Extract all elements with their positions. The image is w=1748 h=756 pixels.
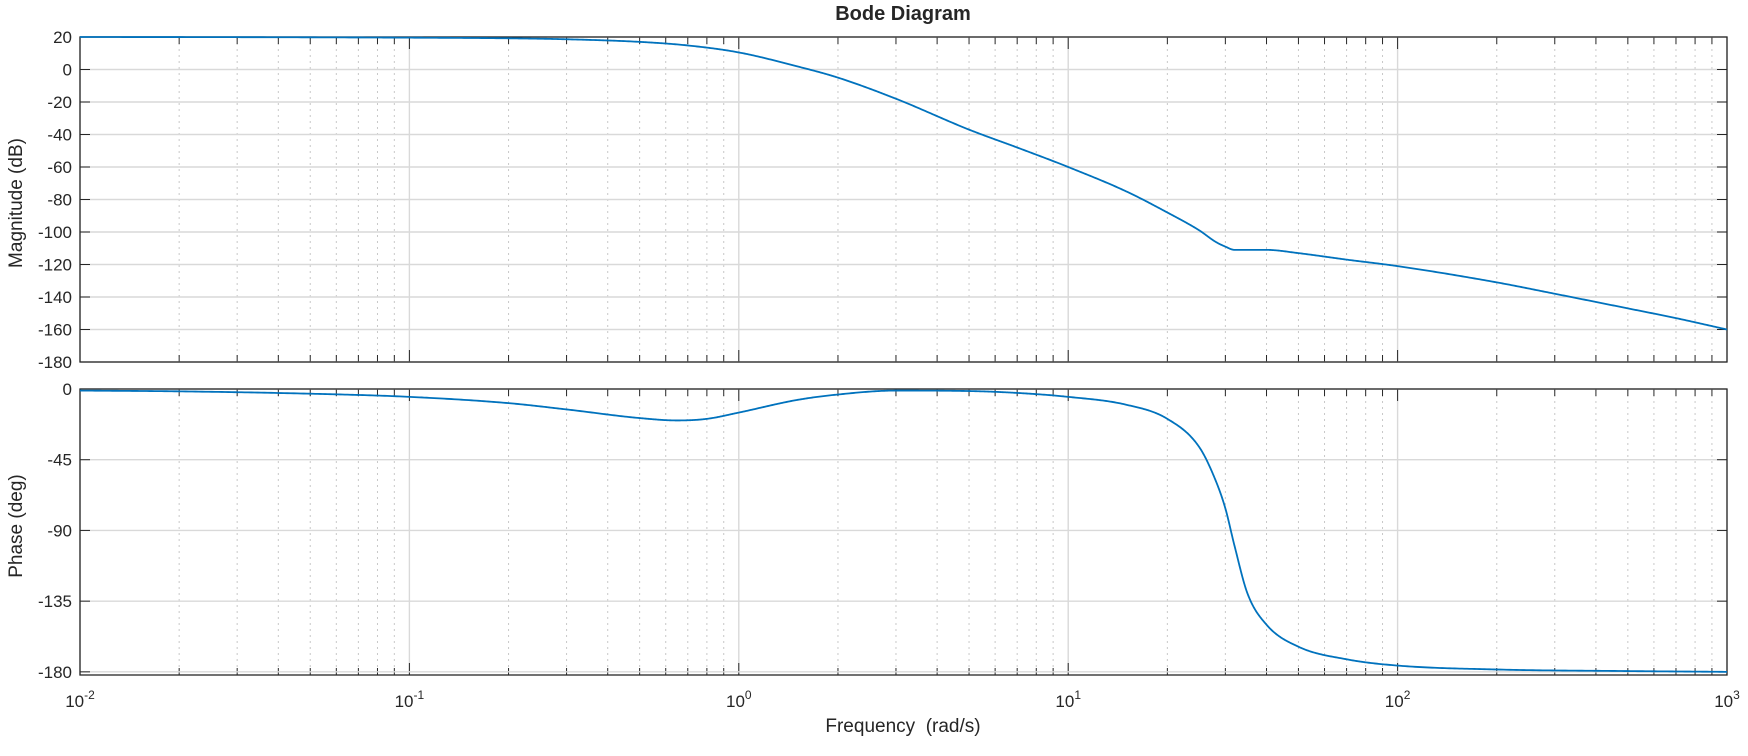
x-tick-label: 10-2 [65,688,95,711]
x-tick-label: 103 [1714,688,1740,711]
magnitude-tick-label: 20 [53,28,72,47]
phase-axes-box [79,388,1728,676]
x-tick-label: 101 [1055,688,1081,711]
magnitude-response-line [80,36,1728,331]
magnitude-tick-label: -160 [38,321,72,340]
magnitude-tick-label: -40 [47,126,72,145]
x-tick-label: 10-1 [395,688,425,711]
phase-tick-label: -180 [38,663,72,682]
x-tick-label: 100 [726,688,752,711]
magnitude-axis-label: Magnitude (dB) [6,138,27,268]
phase-plot: 0 -45 -90 -135 -180 [38,380,1728,682]
magnitude-tick-label: -120 [38,256,72,275]
magnitude-tick-label: -100 [38,223,72,242]
figure-title: Bode Diagram [835,3,971,25]
magnitude-tick-label: -20 [47,93,72,112]
magnitude-tick-label: -180 [38,353,72,372]
phase-tick-label: -90 [47,521,72,540]
phase-tick-label: 0 [63,380,72,399]
frequency-tick-labels: 10-2 10-1 100 101 102 103 [65,688,1740,711]
magnitude-tick-label: -80 [47,191,72,210]
magnitude-tick-label: 0 [63,61,72,80]
magnitude-plot: 20 0 -20 -40 -60 -80 -100 -120 -140 -160 -180 [38,28,1728,372]
phase-tick-label: -45 [47,451,72,470]
phase-response-line [79,389,1728,673]
magnitude-axes-box [79,36,1728,363]
x-axis-label: Frequency (rad/s) [825,716,980,737]
magnitude-tick-label: -60 [47,158,72,177]
phase-axis-label: Phase (deg) [6,474,27,578]
magnitude-tick-label: -140 [38,288,72,307]
x-tick-label: 102 [1385,688,1411,711]
phase-tick-label: -135 [38,592,72,611]
